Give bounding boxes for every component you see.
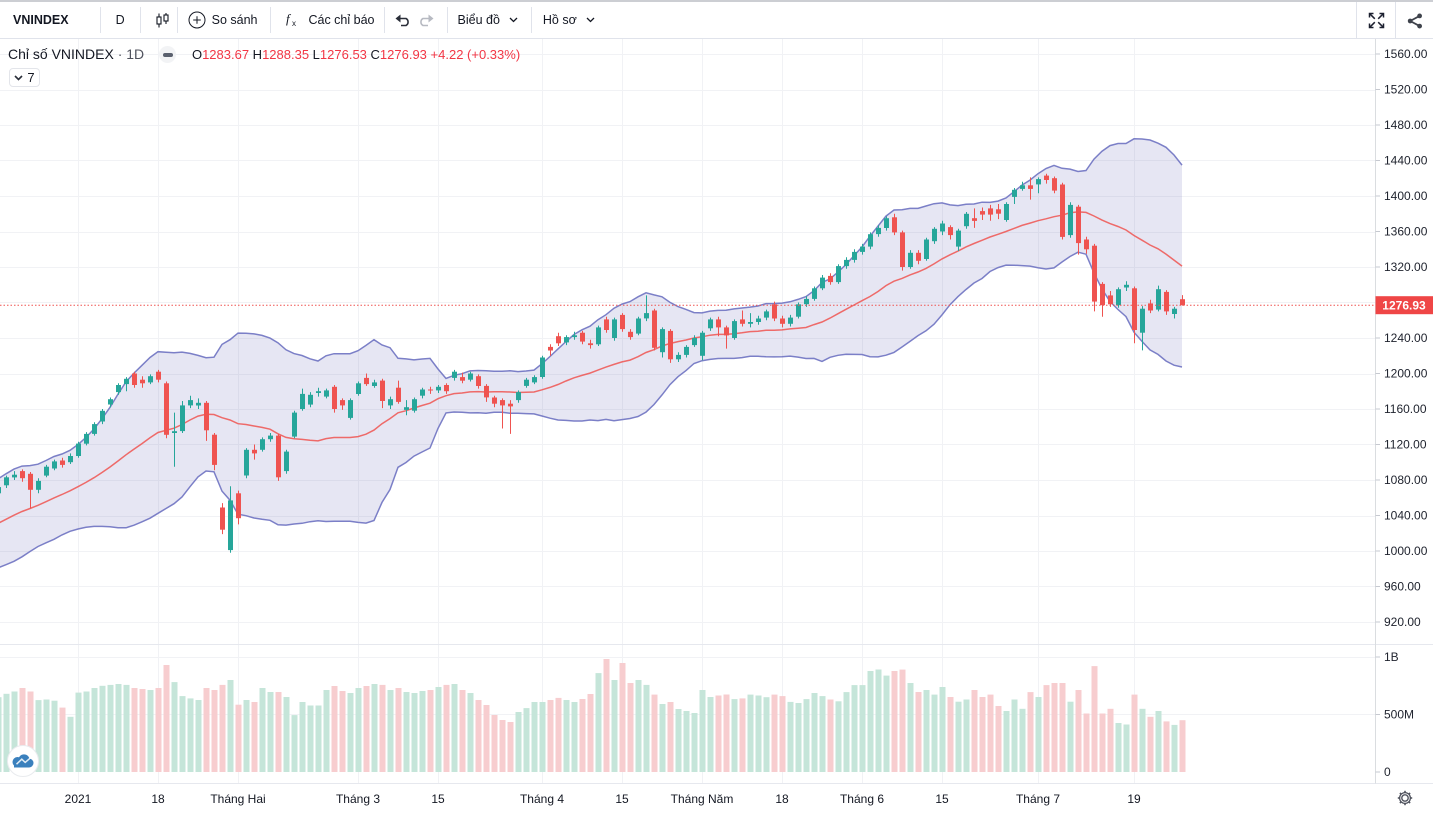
svg-text:Tháng 6: Tháng 6 xyxy=(840,792,884,806)
svg-text:1000.00: 1000.00 xyxy=(1384,544,1428,558)
svg-text:15: 15 xyxy=(431,792,445,806)
svg-text:1240.00: 1240.00 xyxy=(1384,331,1428,345)
svg-text:1360.00: 1360.00 xyxy=(1384,225,1428,239)
svg-text:15: 15 xyxy=(935,792,949,806)
svg-text:0: 0 xyxy=(1384,765,1391,779)
svg-text:1200.00: 1200.00 xyxy=(1384,367,1428,381)
svg-text:1560.00: 1560.00 xyxy=(1384,47,1428,61)
svg-text:2021: 2021 xyxy=(65,792,92,806)
svg-text:Tháng 4: Tháng 4 xyxy=(520,792,564,806)
svg-text:18: 18 xyxy=(775,792,789,806)
svg-text:1080.00: 1080.00 xyxy=(1384,473,1428,487)
svg-text:960.00: 960.00 xyxy=(1384,580,1421,594)
svg-text:1480.00: 1480.00 xyxy=(1384,118,1428,132)
svg-text:Tháng 3: Tháng 3 xyxy=(336,792,380,806)
svg-text:19: 19 xyxy=(1127,792,1141,806)
svg-text:Tháng Năm: Tháng Năm xyxy=(671,792,734,806)
svg-text:Tháng 7: Tháng 7 xyxy=(1016,792,1060,806)
svg-text:18: 18 xyxy=(151,792,165,806)
svg-text:500M: 500M xyxy=(1384,708,1414,722)
svg-text:1120.00: 1120.00 xyxy=(1384,438,1427,452)
svg-text:15: 15 xyxy=(615,792,629,806)
svg-text:920.00: 920.00 xyxy=(1384,615,1421,629)
svg-text:1440.00: 1440.00 xyxy=(1384,154,1428,168)
svg-text:1520.00: 1520.00 xyxy=(1384,83,1428,97)
svg-text:x: x xyxy=(292,19,296,28)
svg-text:1160.00: 1160.00 xyxy=(1384,402,1427,416)
svg-text:1B: 1B xyxy=(1384,650,1399,664)
svg-text:1400.00: 1400.00 xyxy=(1384,189,1428,203)
svg-text:1320.00: 1320.00 xyxy=(1384,260,1428,274)
svg-text:1276.93: 1276.93 xyxy=(1382,299,1426,313)
svg-text:1040.00: 1040.00 xyxy=(1384,509,1428,523)
svg-text:Tháng Hai: Tháng Hai xyxy=(210,792,265,806)
